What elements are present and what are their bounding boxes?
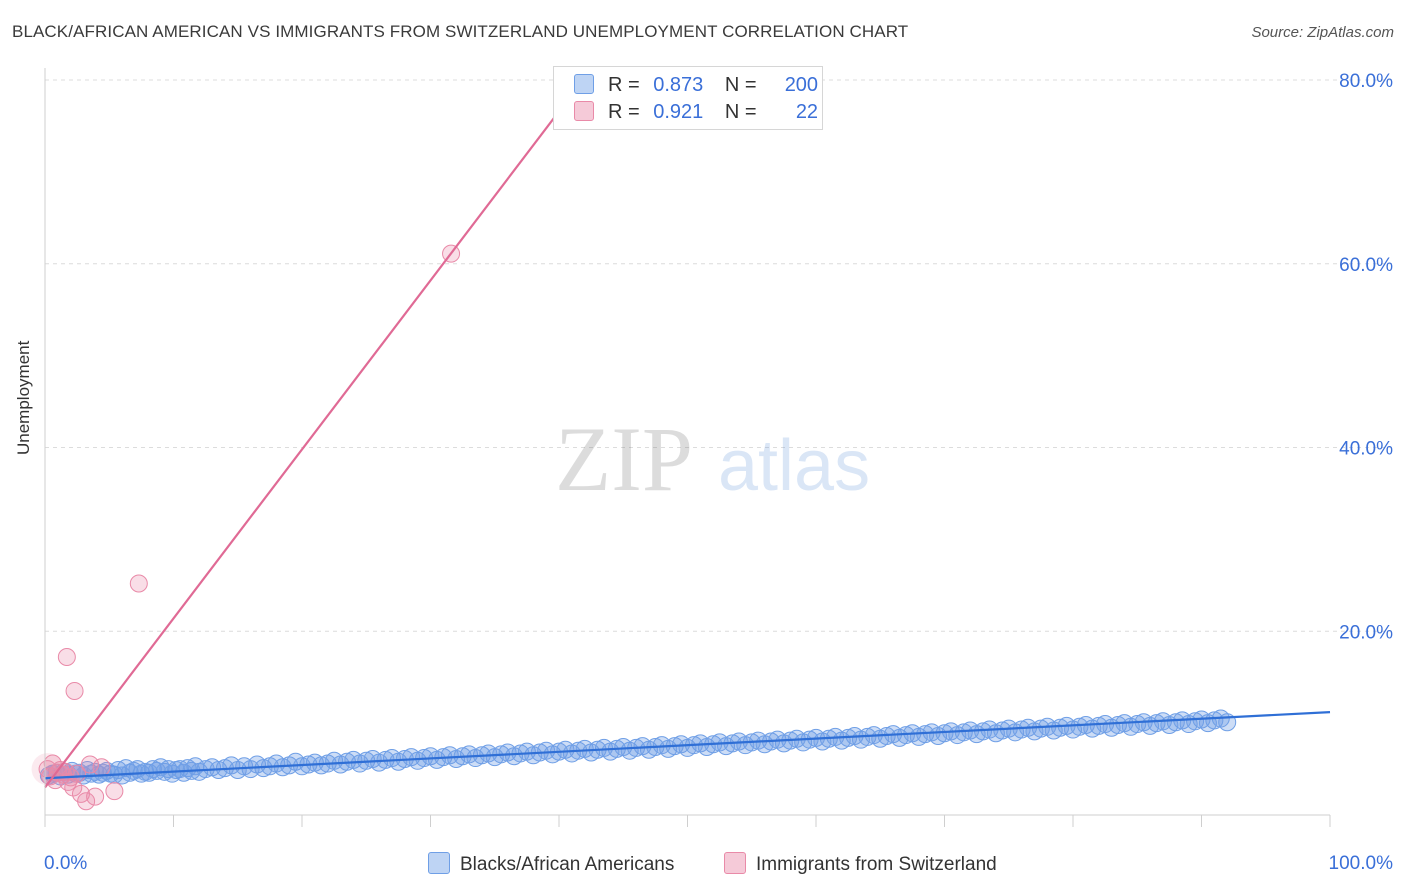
- swiss-point-19: [65, 681, 84, 700]
- legend-label-swiss: Immigrants from Switzerland: [756, 854, 997, 875]
- x-tick-label-0: 0.0%: [44, 853, 87, 874]
- legend-r-label: R =: [608, 101, 640, 123]
- swiss-point-15: [86, 787, 105, 806]
- swiss-point-17: [105, 782, 124, 801]
- swiss-point-16: [92, 758, 111, 777]
- legend-swatch-blacks: [574, 74, 594, 94]
- legend-item-blacks[interactable]: Blacks/African Americans: [428, 852, 674, 876]
- legend-swatch-blacks: [428, 852, 450, 874]
- gridlines: [45, 79, 1392, 632]
- legend-row-blacks: R = 0.873 N = 200: [574, 74, 818, 98]
- swiss-point-18: [57, 647, 76, 666]
- legend-n-value: 22: [795, 101, 819, 123]
- series-blacks-points: [39, 709, 1237, 786]
- legend-swatch-swiss: [574, 101, 594, 121]
- legend-n-value: 200: [784, 74, 819, 96]
- trendline-swiss: [44, 102, 567, 789]
- swiss-point-14: [80, 755, 99, 774]
- swiss-point-20: [129, 574, 148, 593]
- legend-label-blacks: Blacks/African Americans: [460, 854, 675, 875]
- legend-r-value: 0.873: [653, 74, 704, 96]
- series-swiss-points: [31, 244, 461, 811]
- y-tick-label-3: 80.0%: [1339, 71, 1393, 92]
- y-tick-label-2: 60.0%: [1339, 255, 1393, 276]
- swiss-point-13: [77, 792, 96, 811]
- legend-r-label: R =: [608, 74, 640, 96]
- trendlines: [44, 102, 1331, 789]
- watermark: ZIP atlas: [555, 408, 870, 510]
- legend-n-label: N =: [724, 101, 757, 123]
- source-credit: Source: ZipAtlas.com: [1251, 24, 1394, 41]
- swiss-point-10: [64, 778, 83, 797]
- tick-labels: 20.0% 40.0% 60.0% 80.0% 0.0% 100.0%: [44, 71, 1393, 874]
- legend-r-value: 0.921: [653, 101, 704, 123]
- legend-item-swiss[interactable]: Immigrants from Switzerland: [724, 852, 997, 876]
- axes: [44, 68, 1331, 827]
- x-tick-label-1: 100.0%: [1329, 853, 1394, 874]
- y-tick-label-1: 40.0%: [1339, 439, 1393, 460]
- trendline-blacks: [44, 711, 1331, 780]
- legend-n-label: N =: [724, 74, 757, 96]
- correlation-legend: R = 0.873 N = 200 R = 0.921 N = 22: [553, 66, 823, 130]
- watermark-zip: ZIP: [555, 408, 693, 510]
- y-tick-label-0: 20.0%: [1339, 622, 1393, 643]
- watermark-atlas: atlas: [718, 426, 870, 506]
- chart-title: BLACK/AFRICAN AMERICAN VS IMMIGRANTS FRO…: [12, 22, 909, 41]
- legend-swatch-swiss: [724, 852, 746, 874]
- legend-row-swiss: R = 0.921 N = 22: [574, 101, 818, 125]
